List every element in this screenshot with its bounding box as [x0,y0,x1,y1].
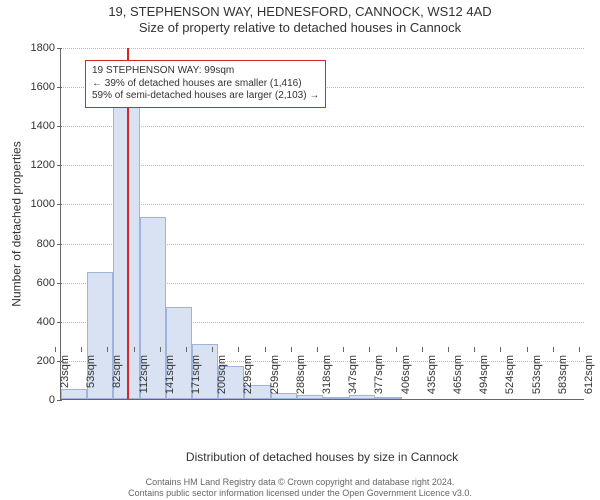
x-tick-label: 406sqm [400,355,412,405]
footer-line-1: Contains HM Land Registry data © Crown c… [0,477,600,487]
footer-line-2: Contains public sector information licen… [0,488,600,498]
y-tick-label: 800 [15,238,61,250]
y-tick-label: 1200 [15,159,61,171]
x-tick-label: 583sqm [557,355,569,405]
annotation-box: 19 STEPHENSON WAY: 99sqm ← 39% of detach… [85,60,326,108]
x-tick-label: 112sqm [138,355,150,405]
y-tick-label: 600 [15,277,61,289]
y-tick-label: 0 [15,394,61,406]
y-tick-label: 1800 [15,42,61,54]
title-line-2: Size of property relative to detached ho… [0,20,600,35]
x-axis-label: Distribution of detached houses by size … [60,450,584,464]
y-tick-label: 1000 [15,198,61,210]
x-tick-label: 318sqm [321,355,333,405]
x-tick-label: 23sqm [59,355,71,405]
x-tick-label: 200sqm [216,355,228,405]
y-tick-label: 200 [15,355,61,367]
annotation-line-2: ← 39% of detached houses are smaller (1,… [92,78,319,91]
x-tick-label: 288sqm [295,355,307,405]
x-tick-label: 53sqm [85,355,97,405]
y-axis-label: Number of detached properties [10,48,24,400]
x-tick-label: 524sqm [504,355,516,405]
footer: Contains HM Land Registry data © Crown c… [0,477,600,498]
x-tick-label: 377sqm [373,355,385,405]
x-tick-label: 82sqm [111,355,123,405]
x-tick-label: 435sqm [426,355,438,405]
y-tick-label: 1400 [15,120,61,132]
x-tick-label: 465sqm [452,355,464,405]
figure: 19, STEPHENSON WAY, HEDNESFORD, CANNOCK,… [0,0,600,500]
x-tick-label: 612sqm [583,355,595,405]
gridline [61,48,584,49]
y-tick-label: 400 [15,316,61,328]
x-tick-label: 229sqm [242,355,254,405]
y-tick-label: 1600 [15,81,61,93]
x-tick-label: 141sqm [164,355,176,405]
annotation-line-3: 59% of semi-detached houses are larger (… [92,90,319,103]
x-tick-label: 347sqm [347,355,359,405]
x-tick-label: 259sqm [269,355,281,405]
title-line-1: 19, STEPHENSON WAY, HEDNESFORD, CANNOCK,… [0,4,600,19]
x-tick-label: 171sqm [190,355,202,405]
x-tick-label: 494sqm [478,355,490,405]
annotation-line-1: 19 STEPHENSON WAY: 99sqm [92,65,319,78]
x-tick-label: 553sqm [531,355,543,405]
